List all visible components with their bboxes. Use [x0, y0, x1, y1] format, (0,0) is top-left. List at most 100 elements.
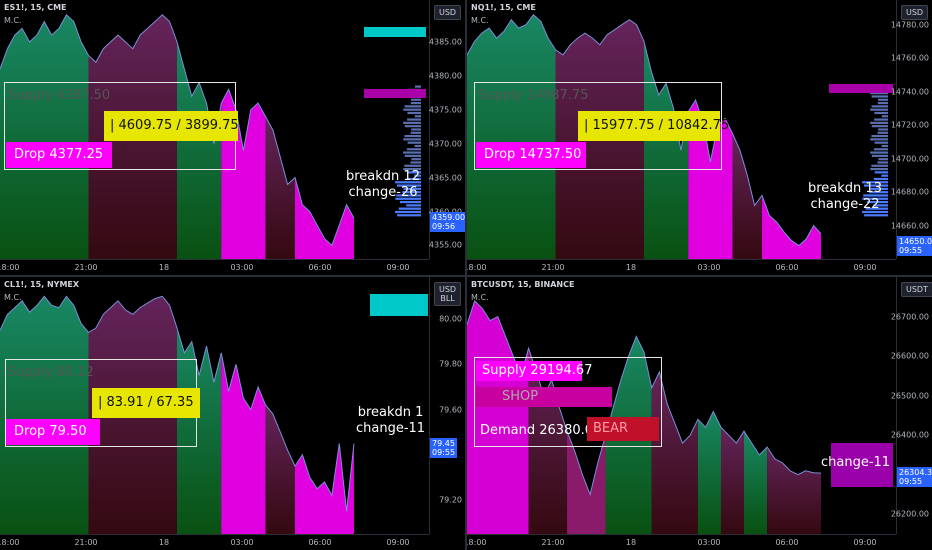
- price-tick: 79.20: [439, 495, 462, 505]
- time-tick: 18:00: [0, 263, 20, 272]
- time-tick: 06:00: [308, 263, 332, 272]
- time-tick: 09:00: [386, 263, 410, 272]
- signal-note-line: change-11: [821, 455, 891, 470]
- price-plot[interactable]: [0, 277, 429, 534]
- time-axis[interactable]: 18:00 21:00 18 03:00 06:00 09:00: [0, 259, 429, 275]
- price-axis[interactable]: USD 14780.00 14760.00 14740.00 14720.00 14700…: [891, 0, 932, 259]
- indicator-name[interactable]: M.C.: [471, 293, 489, 302]
- time-tick: 18:00: [467, 263, 487, 272]
- price-axis[interactable]: USDT 26700.00 26600.00 26500.00 26400.00 2620…: [891, 277, 932, 534]
- area-segment-6: [720, 427, 745, 534]
- indicator-name[interactable]: M.C.: [4, 16, 22, 25]
- volume-profile-bar: [402, 191, 421, 194]
- volume-profile-bar: [396, 184, 421, 187]
- volume-profile-bar: [874, 171, 888, 174]
- currency-button[interactable]: USD: [901, 5, 929, 20]
- chart-pane-nq[interactable]: Supply 14987.75 | 15977.75 / 10842.75 Drop…: [467, 0, 932, 275]
- supply-label: Supply 80.12: [8, 365, 94, 380]
- price-tick: 4380.00: [428, 71, 462, 81]
- chart-pane-cl[interactable]: Supply 80.12 | 83.91 / 67.35 Drop 79.50 bre…: [0, 277, 465, 550]
- horizontal-divider[interactable]: [0, 275, 932, 277]
- level-bar: [370, 294, 428, 316]
- time-tick: 18:00: [0, 538, 20, 547]
- volume-profile-bar: [870, 138, 888, 141]
- area-segment-5: [762, 195, 821, 259]
- price-axis[interactable]: USD 4385.00 4380.00 4375.00 4370.00 4365.00 43…: [429, 0, 465, 259]
- price-line: [467, 13, 822, 247]
- price-tick: 4355.00: [428, 240, 462, 250]
- time-tick: 06:00: [775, 538, 799, 547]
- symbol-title[interactable]: BTCUSDT, 15, BINANCE: [471, 280, 575, 289]
- chart-pane-btc[interactable]: Supply 29194.67 SHOP Demand 26380.03 BEAR ch…: [467, 277, 932, 550]
- signal-note: breakdn 13 change-22: [808, 181, 882, 213]
- currency-button[interactable]: USD BLL: [434, 282, 462, 306]
- currency-button[interactable]: USDT: [901, 282, 932, 297]
- area-segment-0: [0, 14, 89, 259]
- symbol-title[interactable]: ES1!, 15, CME: [4, 3, 67, 12]
- drop-label: Drop 4377.25: [6, 142, 112, 168]
- area-segment-4: [732, 133, 762, 259]
- chart-pane-es[interactable]: Supply 4387.50 | 4609.75 / 3899.75 Drop 43…: [0, 0, 465, 275]
- currency-label[interactable]: USD: [439, 8, 457, 17]
- last-price-label: 26304.3909:55: [897, 467, 932, 487]
- area-segment-3: [221, 352, 266, 534]
- volume-profile-bar: [398, 207, 421, 210]
- volume-profile-bar: [871, 105, 888, 108]
- currency-button[interactable]: USD: [434, 5, 462, 20]
- time-tick: 09:00: [853, 263, 877, 272]
- volume-profile-bar: [407, 111, 421, 115]
- area-segment-0: [467, 300, 529, 534]
- volume-profile-bar: [870, 167, 888, 171]
- time-axis[interactable]: 18:00 21:00 18 03:00 06:00 09:00: [0, 534, 429, 550]
- volume-profile-bar: [874, 118, 888, 121]
- currency-label[interactable]: USDT: [906, 285, 928, 294]
- volume-profile-bar: [407, 118, 421, 121]
- signal-note-line: breakdn 13: [808, 181, 882, 196]
- price-axis[interactable]: USD BLL 80.00 79.80 79.60 79.20 79.45 09:55: [429, 277, 465, 534]
- volume-profile-bar: [874, 141, 888, 144]
- last-price-label: 79.45 09:55: [430, 437, 458, 458]
- time-axis[interactable]: 18:00 21:00 18 03:00 06:00 09:00: [467, 259, 896, 275]
- level-bar: [364, 27, 426, 37]
- currency-label[interactable]: USD: [906, 8, 924, 17]
- area-segment-2: [567, 431, 606, 534]
- volume-profile-bar: [406, 204, 421, 207]
- time-tick: 06:00: [775, 263, 799, 272]
- area-segment-2: [177, 41, 222, 259]
- price-tick: 79.80: [439, 359, 462, 369]
- volume-profile-bar: [863, 194, 888, 197]
- unit-label[interactable]: BLL: [440, 294, 455, 303]
- volume-profile-bar: [870, 121, 888, 124]
- volume-profile-bar: [414, 174, 421, 177]
- signal-note: breakdn 1 change-11: [356, 405, 425, 437]
- supply-label: Supply 29194.67: [476, 361, 592, 381]
- volume-profile-bar: [410, 98, 421, 101]
- time-axis[interactable]: 18:00 21:00 18 03:00 06:00 09:00: [467, 534, 896, 550]
- last-price-value: 79.45: [432, 438, 455, 448]
- level-bar: [831, 443, 893, 487]
- volume-profile-bar: [410, 161, 421, 164]
- supply-label: Supply 14987.75: [478, 88, 589, 103]
- last-price-value: 26304.39: [899, 468, 932, 477]
- volume-profile-bar: [396, 194, 421, 197]
- level-bar: [364, 89, 426, 98]
- volume-profile-bar: [873, 204, 888, 207]
- volume-profile-bar: [399, 200, 421, 204]
- currency-label[interactable]: USD: [439, 285, 457, 294]
- area-segment-2: [644, 41, 689, 259]
- symbol-title[interactable]: CL1!, 15, NYMEX: [4, 280, 80, 289]
- symbol-title[interactable]: NQ1!, 15, CME: [471, 3, 536, 12]
- area-segment-2: [177, 328, 222, 534]
- volume-profile-bar: [403, 138, 421, 141]
- area-segment-7: [744, 431, 768, 534]
- price-tick: 79.60: [439, 405, 462, 414]
- price-tick: 14780.00: [890, 20, 929, 30]
- indicator-name[interactable]: M.C.: [471, 16, 489, 25]
- time-tick: 03:00: [230, 263, 254, 272]
- volume-profile-bar: [871, 95, 888, 98]
- last-price-label: 4359.00 09:56: [430, 212, 465, 233]
- volume-profile-bar: [404, 134, 421, 138]
- volume-profile-bar: [404, 164, 421, 167]
- area-segment-4: [651, 372, 698, 534]
- indicator-name[interactable]: M.C.: [4, 293, 22, 302]
